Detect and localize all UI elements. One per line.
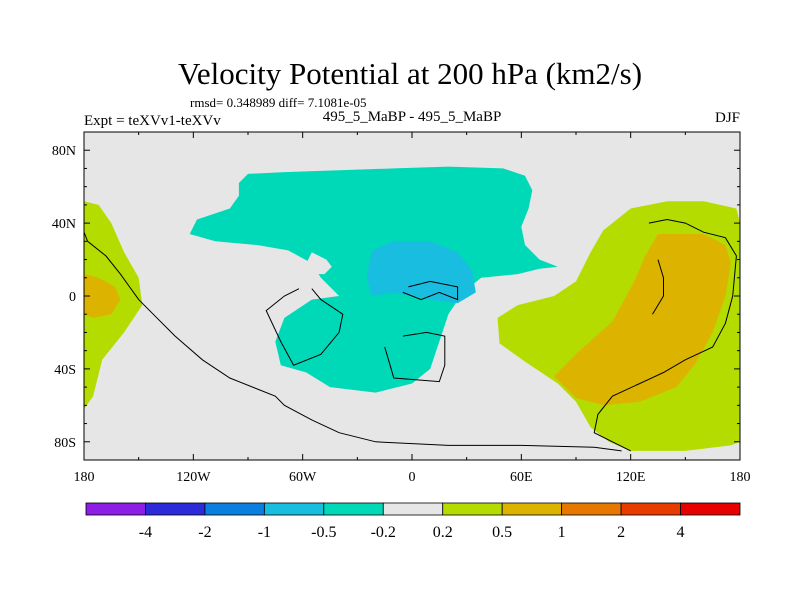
coastlines	[84, 218, 737, 452]
y-tick-label: 40S	[54, 363, 76, 378]
colorbar-level-label: 0.5	[492, 524, 512, 541]
colorbar-box	[442, 502, 503, 516]
colorbar-box	[561, 502, 622, 516]
field-near-zero-region-0-2-to-0-2-over-south-america	[306, 252, 332, 275]
colorbar-level-label: -0.5	[311, 524, 336, 541]
coastline-asia-west	[652, 259, 664, 315]
coastline-south-america	[265, 288, 344, 366]
colorbar-level-label: 4	[677, 524, 685, 541]
x-tick-label: 180	[730, 470, 751, 485]
coastline-americas-to-antarctica	[84, 232, 622, 452]
colorbar: -4 -2 -1 -0.5 -0.2 0.2 0.5 1 2 4	[85, 502, 741, 541]
field-negative-anomaly-core-1-to-0-5	[366, 241, 476, 304]
chart-title: Velocity Potential at 200 hPa (km2/s)	[178, 56, 642, 91]
case-label: 495_5_MaBP - 495_5_MaBP	[323, 109, 502, 125]
colorbar-level-label: -2	[198, 524, 211, 541]
x-tick-label: 0	[409, 470, 416, 485]
contour-fields	[84, 166, 740, 451]
y-tick-label: 40N	[52, 217, 76, 232]
axes: 180 120W 60W 0 60E 120E 180 80N 40N 0 40S 80S	[52, 132, 751, 485]
colorbar-box	[620, 502, 681, 516]
map-plot-area	[83, 131, 741, 461]
y-tick-label: 80N	[52, 144, 76, 159]
x-tick-label: 120W	[176, 470, 211, 485]
season-label: DJF	[715, 110, 740, 126]
x-tick-label: 180	[74, 470, 95, 485]
colorbar-box	[85, 502, 146, 516]
coastline-africa-south	[384, 331, 446, 383]
y-tick-label: 80S	[54, 436, 76, 451]
x-tick-label: 60E	[510, 470, 533, 485]
field-positive-anomaly-core-0-5-to-1-west	[84, 274, 121, 318]
coastline-equatorial-africa	[402, 280, 459, 301]
y-tick-label: 0	[69, 290, 76, 305]
colorbar-level-label: 2	[617, 524, 625, 541]
colorbar-level-label: -0.2	[371, 524, 396, 541]
colorbar-level-label: 1	[558, 524, 566, 541]
colorbar-box	[680, 502, 741, 516]
x-tick-label: 120E	[616, 470, 646, 485]
colorbar-level-label: -4	[139, 524, 152, 541]
stats-line: rmsd= 0.348989 diff= 7.1081e-05	[190, 95, 367, 110]
colorbar-box	[263, 502, 325, 516]
coastline-asia-east	[593, 218, 737, 452]
field-positive-anomaly-edge-east	[730, 241, 740, 333]
colorbar-box	[204, 502, 265, 516]
field-positive-anomaly-core-0-5-to-1-asia-pacific	[554, 234, 731, 406]
experiment-label: Expt = teXVv1-teXVv	[84, 113, 221, 129]
colorbar-box	[382, 502, 444, 516]
colorbar-box	[501, 502, 563, 516]
colorbar-level-label: 0.2	[433, 524, 453, 541]
colorbar-box	[145, 502, 206, 516]
x-tick-label: 60W	[289, 470, 317, 485]
colorbar-box	[323, 502, 384, 516]
colorbar-level-label: -1	[258, 524, 271, 541]
